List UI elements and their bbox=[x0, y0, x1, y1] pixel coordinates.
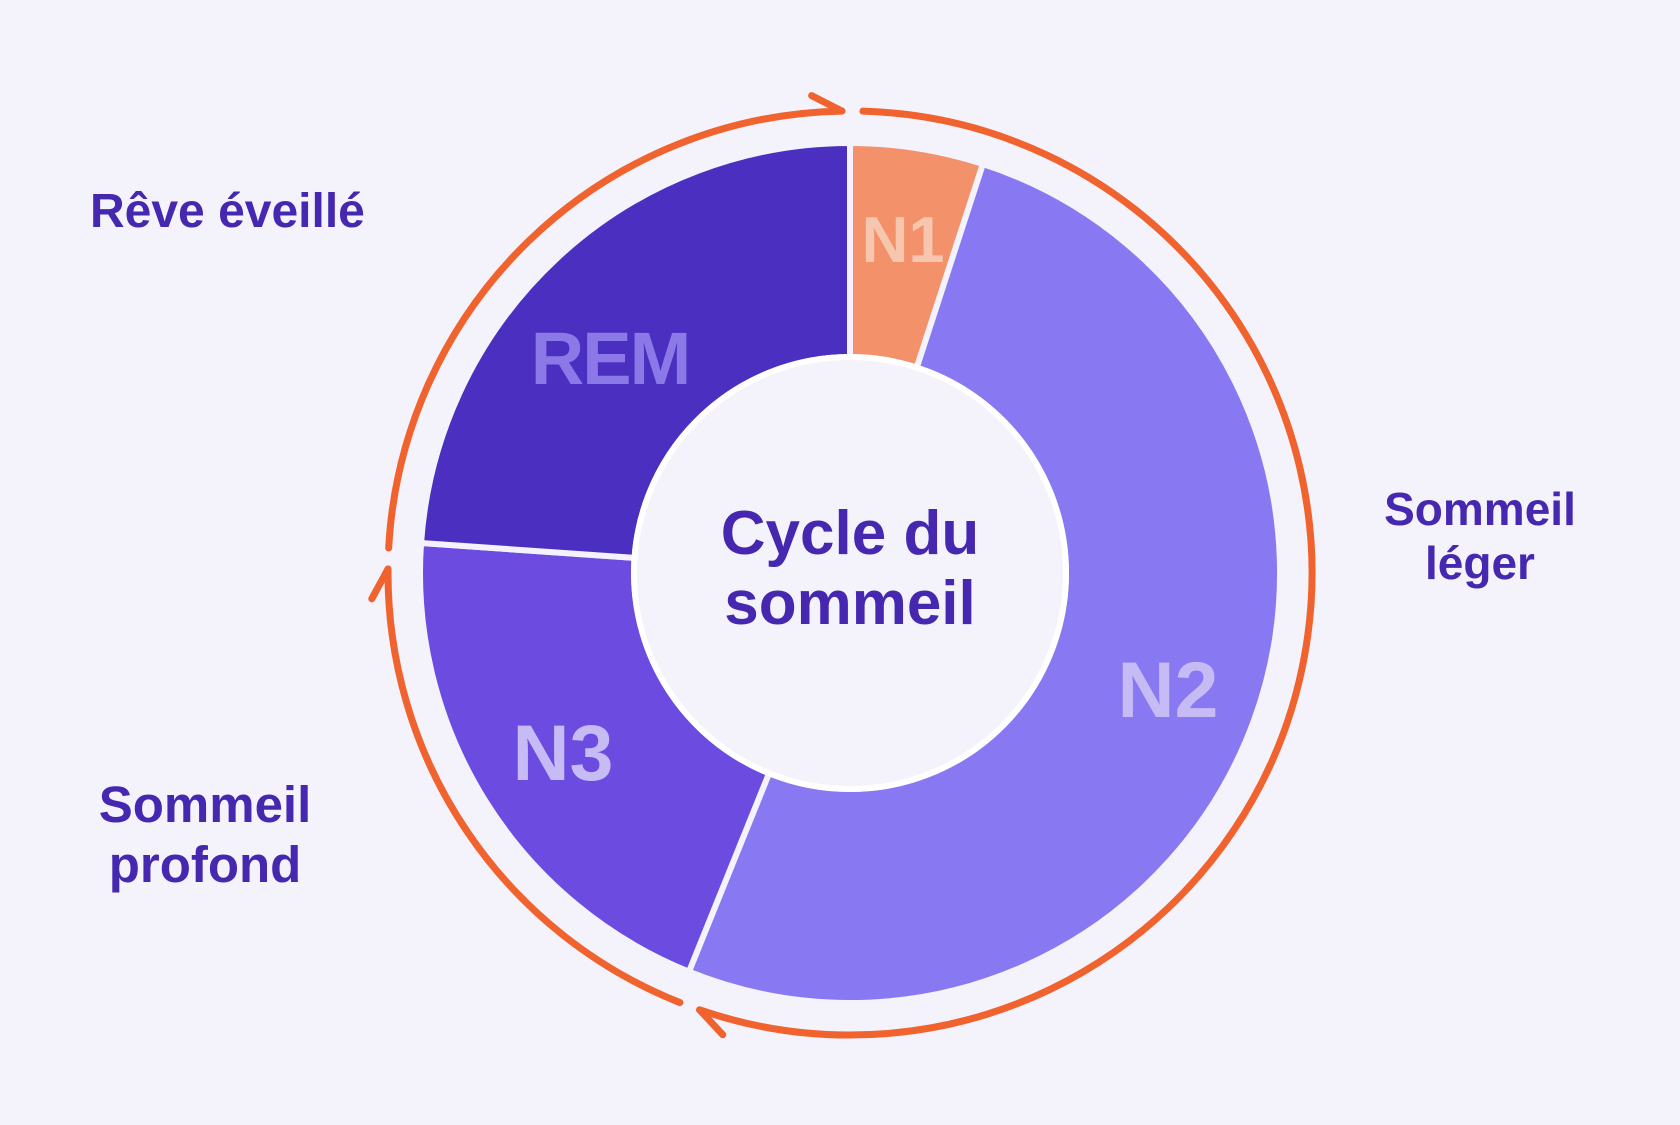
svg-text:N3: N3 bbox=[513, 708, 614, 797]
svg-text:N1: N1 bbox=[861, 203, 944, 276]
svg-text:Cycle du: Cycle du bbox=[721, 499, 979, 568]
svg-text:N2: N2 bbox=[1118, 645, 1219, 734]
svg-text:sommeil: sommeil bbox=[724, 569, 976, 638]
svg-text:REM: REM bbox=[531, 317, 689, 400]
